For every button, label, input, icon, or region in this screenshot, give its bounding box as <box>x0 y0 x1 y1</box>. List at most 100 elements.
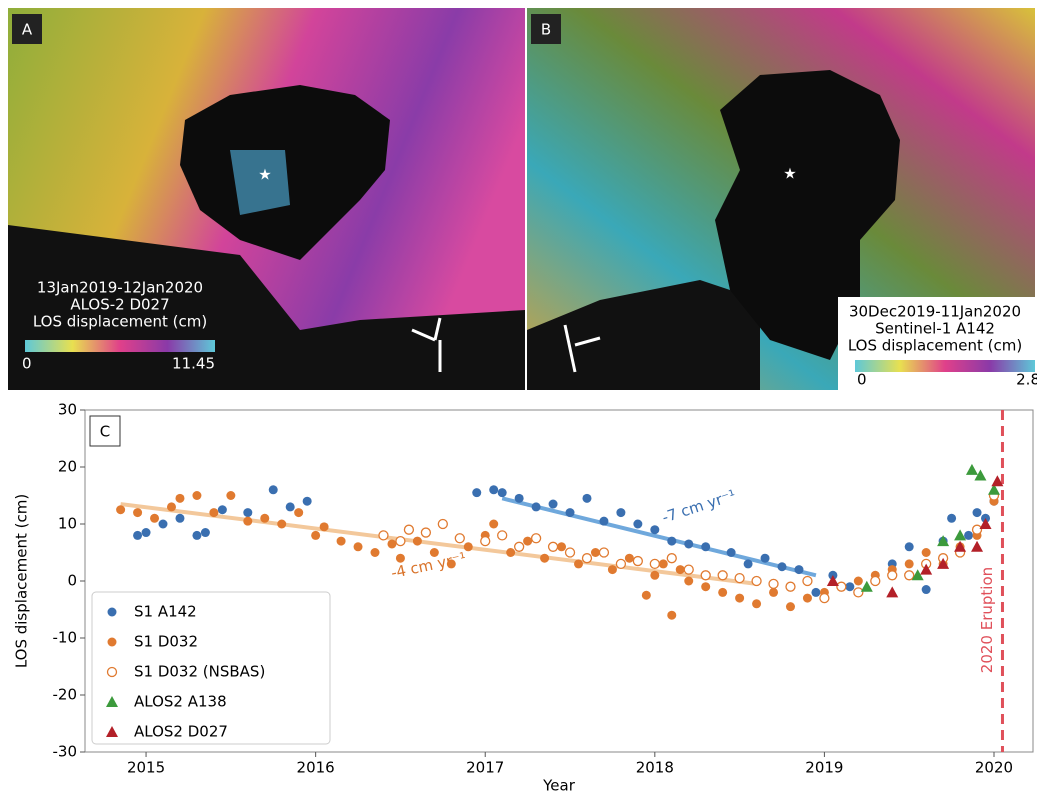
data-point <box>667 611 676 620</box>
data-point <box>964 531 973 540</box>
data-point <box>684 539 693 548</box>
data-point <box>966 464 978 475</box>
data-point <box>498 488 507 497</box>
data-point <box>701 571 710 580</box>
y-tick-label: -20 <box>53 686 78 704</box>
eruption-label: 2020 Eruption <box>978 567 996 673</box>
data-point <box>922 585 931 594</box>
data-point <box>786 602 795 611</box>
data-point <box>769 579 778 588</box>
data-point <box>761 554 770 563</box>
data-point <box>175 514 184 523</box>
data-point <box>701 582 710 591</box>
map-caption: LOS displacement (cm) <box>848 337 1022 355</box>
data-point <box>515 542 524 551</box>
data-point <box>667 537 676 546</box>
data-point <box>108 608 117 617</box>
data-point <box>778 562 787 571</box>
colorbar <box>855 360 1035 372</box>
data-point <box>803 577 812 586</box>
data-point <box>905 542 914 551</box>
page: ★ ★ A13Jan2019-12Jan2020ALOS-2 D027LOS d… <box>0 0 1037 794</box>
data-point <box>769 588 778 597</box>
data-point <box>209 508 218 517</box>
data-point <box>650 559 659 568</box>
data-point <box>464 542 473 551</box>
data-point <box>133 508 142 517</box>
data-point <box>905 559 914 568</box>
data-point <box>260 514 269 523</box>
data-point <box>243 508 252 517</box>
y-tick-label: 0 <box>67 572 77 590</box>
data-point <box>888 571 897 580</box>
legend-label: S1 A142 <box>134 603 197 621</box>
data-point <box>718 571 727 580</box>
data-point <box>150 514 159 523</box>
data-point <box>591 548 600 557</box>
data-point <box>659 559 668 568</box>
data-point <box>727 548 736 557</box>
data-point <box>175 494 184 503</box>
data-point <box>650 571 659 580</box>
data-point <box>218 505 227 514</box>
data-point <box>718 588 727 597</box>
data-point <box>735 594 744 603</box>
data-point <box>320 522 329 531</box>
data-point <box>498 531 507 540</box>
data-point <box>481 537 490 546</box>
data-point <box>108 668 117 677</box>
star: ★ <box>783 165 796 183</box>
data-point <box>633 557 642 566</box>
data-point <box>167 502 176 511</box>
data-point <box>701 542 710 551</box>
data-point <box>108 638 117 647</box>
colorbar-max: 11.45 <box>172 355 215 373</box>
data-point <box>616 508 625 517</box>
data-point <box>608 565 617 574</box>
data-point <box>616 559 625 568</box>
data-point <box>354 542 363 551</box>
data-point <box>277 520 286 529</box>
data-point <box>226 491 235 500</box>
legend-label: S1 D032 <box>134 633 198 651</box>
x-axis-label: Year <box>542 777 576 794</box>
data-point <box>506 548 515 557</box>
data-point <box>845 582 854 591</box>
data-point <box>684 565 693 574</box>
data-point <box>667 554 676 563</box>
data-point <box>532 534 541 543</box>
data-point <box>566 508 575 517</box>
data-point <box>582 494 591 503</box>
data-point <box>549 542 558 551</box>
data-point <box>413 537 422 546</box>
data-point <box>854 577 863 586</box>
data-point <box>142 528 151 537</box>
data-point <box>116 505 125 514</box>
data-point <box>438 520 447 529</box>
data-point <box>922 548 931 557</box>
data-point <box>447 559 456 568</box>
x-tick-label: 2017 <box>466 759 504 777</box>
figure: ★ ★ A13Jan2019-12Jan2020ALOS-2 D027LOS d… <box>0 0 1037 794</box>
data-point <box>633 520 642 529</box>
data-point <box>549 500 558 509</box>
data-point <box>396 537 405 546</box>
colorbar-min: 0 <box>22 355 32 373</box>
data-point <box>523 537 532 546</box>
data-point <box>582 554 591 563</box>
map-caption: 30Dec2019-11Jan2020 <box>849 303 1021 321</box>
data-point <box>192 531 201 540</box>
x-tick-label: 2016 <box>297 759 335 777</box>
data-point <box>303 497 312 506</box>
data-point <box>311 531 320 540</box>
y-tick-label: 10 <box>58 515 77 533</box>
y-tick-label: -30 <box>53 743 78 761</box>
data-point <box>472 488 481 497</box>
data-point <box>973 508 982 517</box>
data-point <box>489 520 498 529</box>
data-point <box>515 494 524 503</box>
panel-label: B <box>541 21 551 39</box>
data-point <box>430 548 439 557</box>
panel-label: A <box>22 21 33 39</box>
legend-label: ALOS2 A138 <box>134 693 227 711</box>
